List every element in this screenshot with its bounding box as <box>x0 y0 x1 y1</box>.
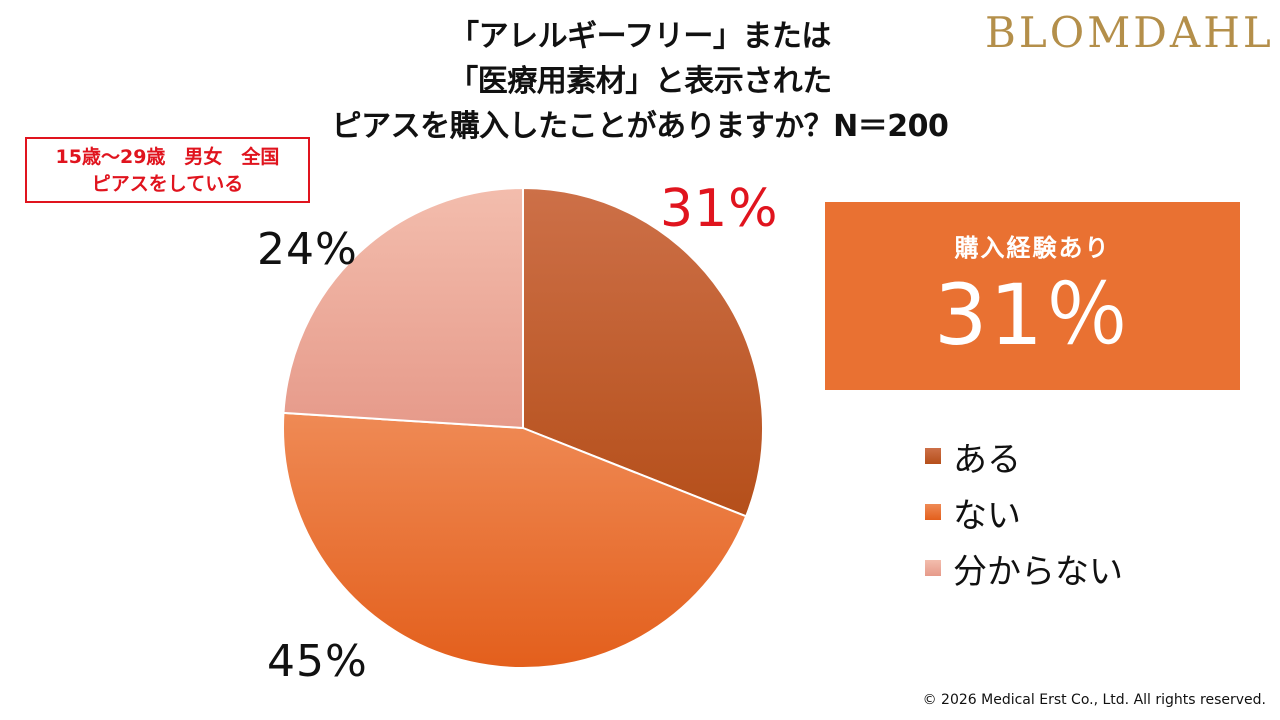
slice-label-wakaranai: 24% <box>257 224 358 275</box>
slice-aru <box>522 186 764 518</box>
legend-label-aru: ある <box>953 439 1021 480</box>
title-line-3: ピアスを購入したことがありますか？N＝200 <box>331 109 949 144</box>
legend: ある ない 分からない <box>925 428 1123 596</box>
title-line-2: 「医療用素材」と表示された <box>448 64 832 99</box>
copyright-notice: © 2026 Medical Erst Co., Ltd. All rights… <box>922 692 1266 708</box>
brand-logo: BLOMDAHL <box>985 8 1274 57</box>
slice-label-nai: 45% <box>267 636 368 687</box>
sample-description-box: 15歳～29歳 男女 全国 ピアスをしている <box>25 137 310 203</box>
slice-nai <box>282 411 748 669</box>
slice-wakaranai <box>282 186 524 430</box>
legend-swatch-aru <box>925 448 941 464</box>
legend-label-nai: ない <box>953 495 1021 536</box>
legend-label-wakaranai: 分からない <box>953 551 1123 592</box>
callout-value: 31％ <box>934 266 1131 364</box>
legend-item-nai: ない <box>925 484 1123 540</box>
legend-item-wakaranai: 分からない <box>925 540 1123 596</box>
purchase-experience-callout: 購入経験あり 31％ <box>825 202 1240 390</box>
chart-title: 「アレルギーフリー」または 「医療用素材」と表示された ピアスを購入したことがあ… <box>240 14 1040 149</box>
sample-line-2: ピアスをしている <box>91 173 244 195</box>
callout-label: 購入経験あり <box>954 234 1111 262</box>
slice-label-aru: 31% <box>660 179 779 239</box>
sample-line-1: 15歳～29歳 男女 全国 <box>55 146 280 168</box>
legend-item-aru: ある <box>925 428 1123 484</box>
title-line-1: 「アレルギーフリー」または <box>449 19 831 54</box>
legend-swatch-wakaranai <box>925 560 941 576</box>
legend-swatch-nai <box>925 504 941 520</box>
